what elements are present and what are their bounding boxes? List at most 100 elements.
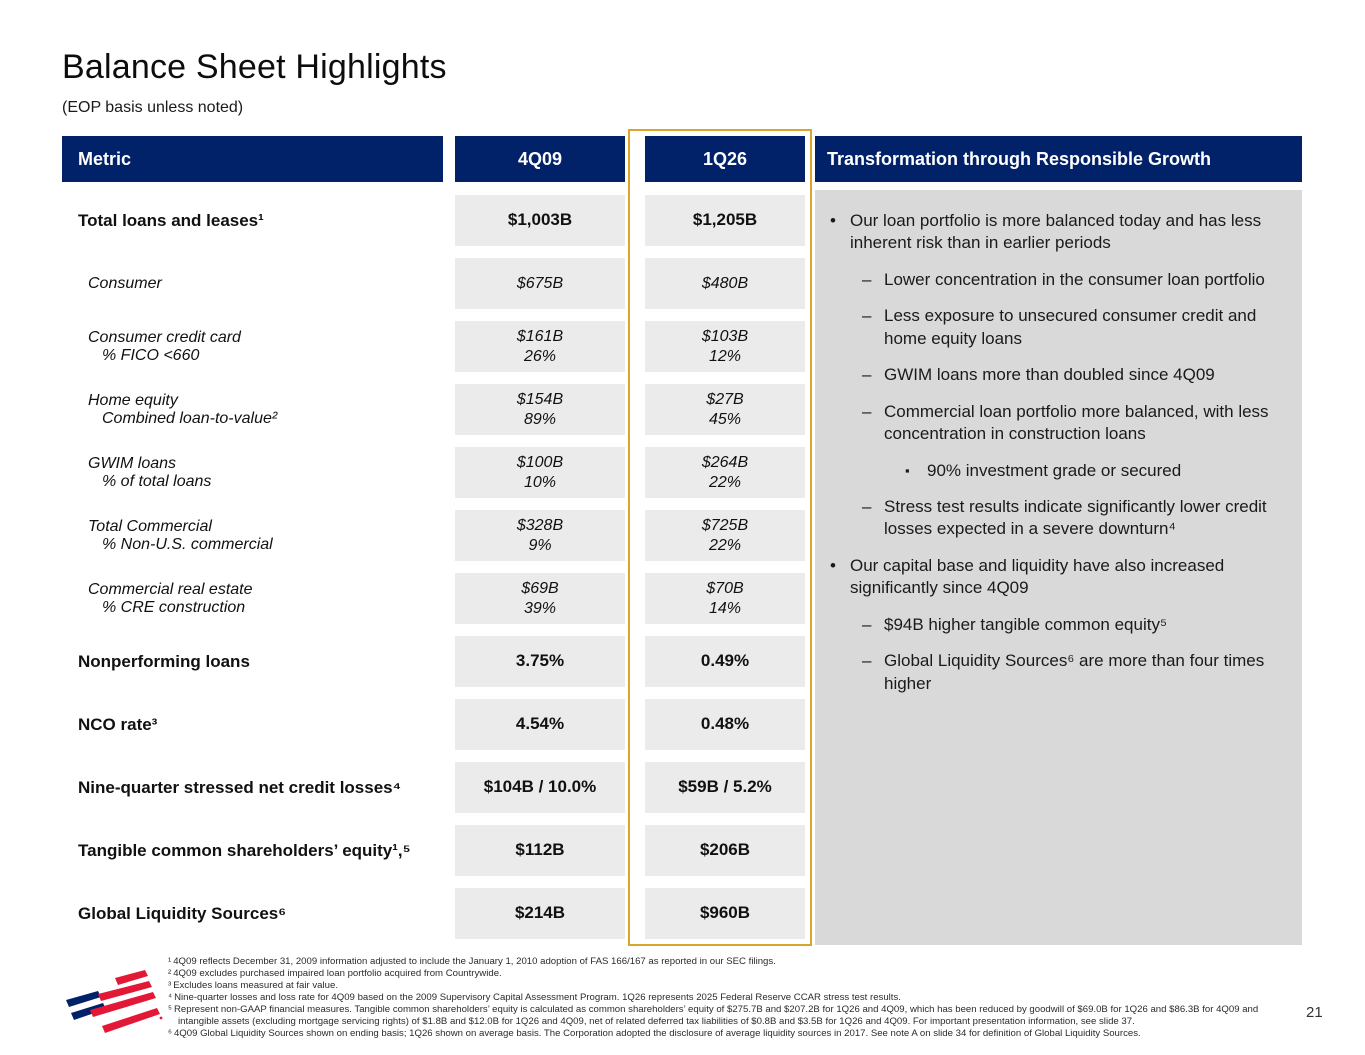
bullet-text: Lower concentration in the consumer loan… [884,269,1265,289]
metric-sublabel: % FICO <660 [102,346,200,364]
bullet-marker: ▪ [905,462,910,478]
bullet-marker: • [830,211,836,230]
bullet-item: – Lower concentration in the consumer loa… [815,269,1302,291]
footnote-marker: ⁵ [168,1003,172,1015]
metric-label: Nonperforming loans [78,651,250,671]
footnote-text: Excludes loans measured at fair value. [173,979,338,991]
footnote-text: 4Q09 Global Liquidity Sources shown on e… [173,1027,1141,1039]
footnote: ³ Excludes loans measured at fair value. [168,980,1280,992]
value-4q09: $100B [516,454,564,472]
value-4q09-sub: 39% [523,599,557,617]
table-row: NCO rate³ 4.54% 0.48% [62,699,805,750]
value-1q26-sub: 22% [708,473,742,491]
value-1q26: 0.49% [700,651,750,671]
value-1q26-sub: 14% [708,599,742,617]
footnote-text: 4Q09 excludes purchased impaired loan po… [173,967,502,979]
bullet-marker: – [862,614,872,634]
value-4q09: 4.54% [515,714,565,734]
value-1q26: $27B [706,391,744,409]
metric-label: NCO rate³ [78,714,158,734]
bullet-text: Our capital base and liquidity have also… [850,555,1225,598]
value-4q09-sub: 89% [523,410,557,428]
bullet-marker: – [862,651,872,671]
value-1q26: $725B [701,517,749,535]
page-subtitle: (EOP basis unless noted) [62,99,244,116]
bullet-item: – Stress test results indicate significan… [815,496,1302,541]
table-header-metric: Metric [62,136,443,182]
bullet-marker: – [862,496,872,516]
table-row: Tangible common shareholders’ equity¹,⁵ … [62,825,805,876]
value-4q09: $112B [515,840,565,860]
bullet-item: ▪ 90% investment grade or secured [815,460,1302,482]
table-row: Nine-quarter stressed net credit losses⁴… [62,762,805,813]
metric-sublabel: Combined loan-to-value² [102,409,278,427]
metric-label: Consumer [88,274,162,292]
footnote: ⁵ Represent non-GAAP financial measures. … [168,1004,1280,1028]
value-1q26: $960B [699,903,751,923]
footnote-marker: ¹ [168,956,172,967]
metric-label: Total loans and leases¹ [78,210,264,230]
value-1q26: $1,205B [692,210,758,230]
footnote-text: 4Q09 reflects December 31, 2009 informat… [173,956,776,967]
footnote-marker: ⁶ [168,1027,172,1039]
metric-label: GWIM loans [88,454,177,472]
panel-header: Transformation through Responsible Growt… [815,136,1302,182]
bullet-item: – $94B higher tangible common equity⁵ [815,614,1302,636]
bullet-item: • Our loan portfolio is more balanced tod… [815,210,1302,255]
value-4q09-sub: 10% [523,473,557,491]
metric-label: Commercial real estate [88,580,253,598]
table-row: Consumer $675B $480B [62,258,805,309]
table-header-4q09: 4Q09 [455,136,625,182]
value-4q09: $328B [516,517,564,535]
bullet-item: – GWIM loans more than doubled since 4Q09 [815,364,1302,386]
value-4q09: $675B [516,274,564,292]
bullet-item: • Our capital base and liquidity have als… [815,555,1302,600]
footnotes: ¹ 4Q09 reflects December 31, 2009 informa… [168,956,1280,1040]
bullet-text: GWIM loans more than doubled since 4Q09 [884,365,1215,385]
page-title: Balance Sheet Highlights [62,48,447,86]
value-4q09: $1,003B [507,210,573,230]
bullet-marker: – [862,306,872,326]
bullet-text: Global Liquidity Sources⁶ are more than … [884,651,1265,693]
footnote-marker: ³ [168,979,172,991]
value-1q26-sub: 22% [708,536,742,554]
footnote: ² 4Q09 excludes purchased impaired loan p… [168,968,1280,980]
value-1q26: $264B [701,454,749,472]
bullet-marker: – [862,401,872,421]
table-row: Total Commercial% Non-U.S. commercial $3… [62,510,805,561]
value-1q26: 0.48% [700,714,750,734]
value-1q26: $206B [699,840,751,860]
value-4q09: $161B [516,328,564,346]
commentary-panel: • Our loan portfolio is more balanced tod… [815,190,1302,945]
footnote: ⁶ 4Q09 Global Liquidity Sources shown on … [168,1028,1280,1040]
value-1q26: $70B [706,580,744,598]
bullet-marker: • [830,555,836,575]
value-4q09-sub: 26% [523,347,557,365]
value-1q26-sub: 12% [708,347,742,365]
footnote: ¹ 4Q09 reflects December 31, 2009 informa… [168,956,1280,968]
value-1q26: $103B [701,328,749,346]
bullet-marker: – [862,269,872,289]
metric-label: Consumer credit card [88,328,241,346]
value-1q26: $480B [701,274,749,292]
metric-label: Home equity [88,391,178,409]
bullet-text: Our loan portfolio is more balanced toda… [850,211,1262,253]
table-row: Home equity Combined loan-to-value² $154B… [62,384,805,435]
metric-label: Global Liquidity Sources⁶ [78,903,287,923]
metrics-table: Total loans and leases¹ $1,003B $1,205B … [62,195,805,939]
bank-of-america-logo [66,970,163,1033]
footnote-marker: ⁴ [168,991,173,1003]
value-4q09: $154B [516,391,564,409]
table-row: Nonperforming loans 3.75% 0.49% [62,636,805,687]
value-4q09: $214B [514,903,566,923]
table-row: Consumer credit card% FICO <660 $161B 26%… [62,321,805,372]
value-1q26-sub: 45% [708,410,742,428]
bullet-text: $94B higher tangible common equity⁵ [884,614,1167,634]
value-4q09: $69B [521,580,559,598]
footnote-text: Represent non-GAAP financial measures. T… [173,1003,1259,1027]
value-1q26: $59B / 5.2% [678,777,772,797]
bullet-item: – Global Liquidity Sources⁶ are more than… [815,650,1302,695]
value-4q09: $104B / 10.0% [483,777,597,797]
metric-label: Total Commercial [88,517,212,535]
metric-label: Nine-quarter stressed net credit losses⁴ [78,777,402,797]
